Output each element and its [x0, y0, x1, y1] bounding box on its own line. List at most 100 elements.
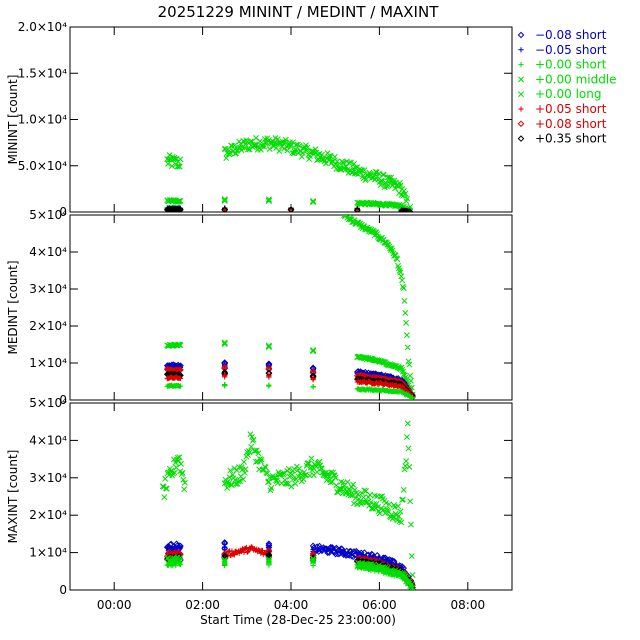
data-point	[283, 480, 290, 487]
data-point	[282, 136, 289, 143]
data-point	[310, 347, 317, 354]
data-point	[299, 150, 306, 156]
data-point	[242, 466, 249, 473]
panel-1: 0 5.0×10⁴ 1.0×10⁴ 1.5×10⁴ 2.0×10⁴ MININT [cou…	[6, 20, 513, 219]
data-point	[340, 160, 347, 166]
data-point	[172, 459, 179, 466]
y-tick-label: 2.0×10⁴	[18, 20, 67, 34]
legend-marker	[518, 62, 524, 68]
data-point	[228, 142, 235, 149]
data-point	[163, 485, 170, 492]
data-point	[177, 383, 184, 389]
data-point	[180, 476, 187, 483]
data-point	[177, 156, 184, 163]
data-point	[331, 153, 338, 160]
plot-panels: 0 5.0×10⁴ 1.0×10⁴ 1.5×10⁴ 2.0×10⁴ MININT [cou…	[6, 20, 513, 597]
data-point	[176, 206, 184, 212]
data-point	[361, 167, 368, 174]
legend-entry: −0.05 short	[518, 43, 607, 57]
data-point	[393, 570, 399, 576]
data-point	[165, 156, 172, 163]
data-point	[179, 469, 186, 476]
data-point	[397, 182, 404, 189]
data-point	[261, 143, 268, 150]
data-point	[226, 549, 232, 555]
legend-entry: +0.00 short	[518, 58, 607, 72]
data-point	[167, 540, 175, 548]
data-point	[288, 483, 295, 490]
y-tick-label: 1×10⁴	[29, 356, 67, 370]
x-tick-label: 08:00	[451, 598, 486, 612]
data-point	[177, 375, 184, 382]
data-point	[407, 521, 414, 528]
data-point	[174, 163, 181, 170]
legend-marker	[517, 120, 525, 128]
legend-marker	[518, 91, 524, 98]
series--0-00-short	[164, 559, 416, 590]
data-point	[271, 474, 278, 481]
legend-label: +0.05 short	[535, 102, 607, 116]
data-point	[403, 434, 410, 440]
data-point	[327, 543, 335, 551]
data-point	[276, 148, 283, 155]
data-point	[338, 545, 346, 553]
x-tick-label: 00:00	[97, 598, 132, 612]
data-point	[395, 503, 402, 510]
data-point	[332, 474, 339, 481]
data-point	[253, 447, 260, 454]
data-point	[177, 375, 183, 381]
data-point	[296, 465, 303, 472]
data-point	[287, 206, 295, 212]
data-point	[399, 496, 406, 503]
data-point	[310, 199, 317, 206]
data-point	[177, 206, 184, 212]
data-point	[243, 544, 249, 551]
data-point	[221, 206, 229, 212]
data-point	[176, 454, 183, 461]
data-point	[290, 150, 297, 157]
legend-entry: +0.05 short	[518, 102, 607, 116]
data-point	[406, 463, 413, 470]
data-point	[241, 459, 247, 465]
data-point	[224, 484, 231, 491]
x-axis: 00:00 02:00 04:00 06:00 08:00	[97, 598, 485, 612]
panel-frame	[69, 214, 513, 401]
data-point	[176, 197, 183, 204]
data-point	[176, 163, 183, 170]
data-point	[310, 198, 317, 205]
panel-2: 0 1×10⁴ 2×10⁴ 3×10⁴ 4×10⁴ 5×10⁴ MEDINT [count]	[6, 208, 513, 407]
data-point	[395, 513, 402, 520]
data-point	[397, 508, 404, 515]
data-point	[348, 169, 355, 176]
y-tick-label: 5.0×10⁴	[18, 159, 67, 173]
x-tick-label: 06:00	[362, 598, 397, 612]
data-point	[344, 479, 351, 486]
data-point	[300, 476, 307, 483]
data-point	[385, 567, 391, 573]
data-point	[231, 552, 237, 558]
data-point	[246, 449, 253, 456]
data-point	[265, 342, 272, 349]
data-point	[373, 229, 380, 236]
data-point	[373, 552, 381, 559]
data-point	[221, 552, 229, 560]
data-point	[359, 167, 366, 174]
legend: −0.08 short−0.05 short+0.00 short+0.00 m…	[517, 28, 617, 146]
data-point	[310, 556, 317, 563]
legend-marker	[517, 135, 525, 142]
data-point	[323, 160, 329, 167]
x-tick-label: 04:00	[274, 598, 309, 612]
data-point	[399, 277, 406, 284]
y-axis-label: MEDINT [count]	[6, 260, 20, 354]
panel-3: 0 1×10⁴ 2×10⁴ 3×10⁴ 4×10⁴ 5×10⁴ MAXINT [count]	[6, 396, 513, 597]
legend-label: +0.08 short	[535, 117, 607, 131]
data-point	[281, 477, 288, 483]
legend-entry: +0.00 middle	[518, 72, 617, 86]
data-point	[168, 163, 175, 169]
data-point	[178, 460, 184, 467]
data-point	[265, 552, 273, 559]
data-point	[402, 310, 409, 316]
data-point	[401, 297, 408, 304]
data-point	[409, 586, 416, 590]
data-point	[308, 455, 315, 462]
